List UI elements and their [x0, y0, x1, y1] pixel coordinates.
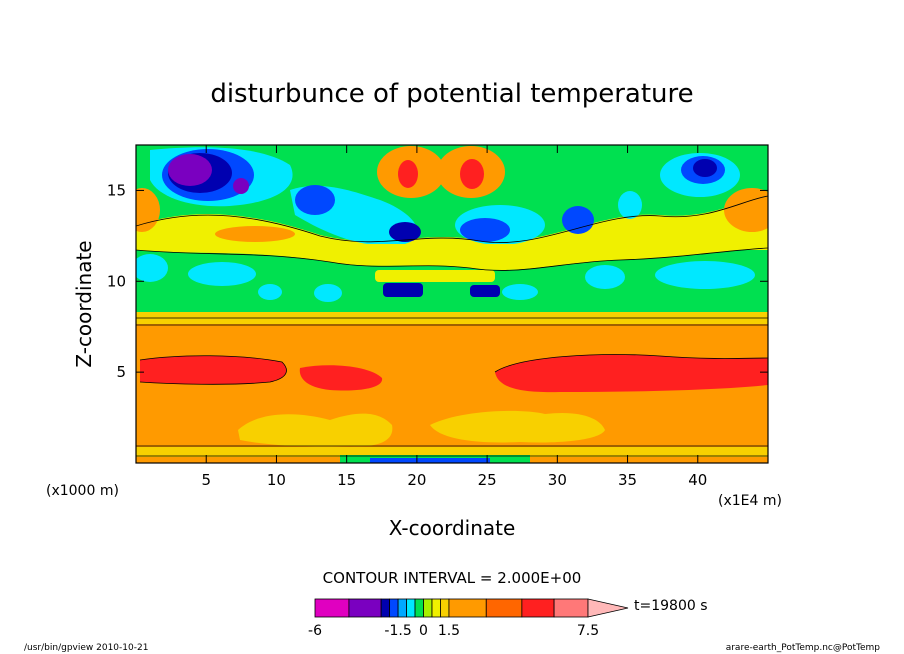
x-tick-label: 20 — [407, 471, 426, 489]
upper-right-blue-b — [562, 206, 594, 234]
time-label: t=19800 s — [634, 598, 708, 614]
colorbar-swatch — [389, 598, 399, 618]
upper-left-purple-core — [168, 154, 212, 186]
footer-right: arare-earth_PotTemp.nc@PotTemp — [726, 643, 881, 653]
colorbar-swatch — [431, 598, 441, 618]
colorbar-swatch — [348, 598, 382, 618]
z-scale-note: (x1000 m) — [46, 483, 119, 499]
x-tick-label: 25 — [478, 471, 497, 489]
transition-cyan-b — [188, 262, 256, 286]
x-tick-label: 15 — [337, 471, 356, 489]
upper-middle-blue-cell — [295, 185, 335, 215]
upper-yellow-band — [136, 195, 768, 260]
transition-cyan-c — [258, 284, 282, 300]
colorbar-tick-label: 0 — [419, 623, 428, 639]
upper-left-purple-core-b — [233, 178, 249, 194]
colorbar: -6 -1.5 0 1.5 7.5 — [308, 598, 629, 639]
lower-yellow-wavy-band-right — [430, 410, 605, 443]
y-axis: 5 10 15 — [107, 181, 768, 381]
colorbar-swatch — [440, 598, 450, 618]
colorbar-swatch — [397, 598, 407, 618]
upper-middle-darkblue-cell — [389, 222, 421, 242]
transition-cyan-e — [585, 265, 625, 289]
lower-red-band-right — [495, 354, 768, 393]
x-tick-label: 35 — [618, 471, 637, 489]
footer-left: /usr/bin/gpview 2010-10-21 — [24, 643, 148, 653]
plot-frame — [135, 144, 769, 464]
upper-red-core-a — [398, 160, 418, 188]
transition-cyan-f — [655, 261, 755, 289]
colorbar-swatch — [553, 598, 589, 618]
upper-red-core-b — [460, 159, 484, 189]
colorbar-swatch — [406, 598, 416, 618]
lower-red-band-middle — [299, 365, 383, 391]
transition-cyan-g — [502, 284, 538, 300]
colorbar-swatch — [448, 598, 487, 618]
colorbar-swatch — [521, 598, 555, 618]
colorbar-swatch — [485, 598, 523, 618]
x-tick-label: 10 — [267, 471, 286, 489]
tropopause-dark-cells-b — [470, 285, 500, 297]
upper-right-darkblue-c — [693, 159, 717, 177]
colorbar-tick-label: -6 — [308, 623, 322, 639]
colorbar-tick-label: 7.5 — [577, 623, 599, 639]
x-axis: 5 10 15 20 25 30 35 40 — [201, 145, 707, 489]
colorbar-swatch — [414, 598, 424, 618]
colorbar-overflow-triangle — [587, 598, 629, 618]
x-axis-label: X-coordinate — [389, 516, 516, 540]
lower-red-band-left — [140, 355, 287, 385]
y-axis-label: Z-coordinate — [72, 240, 96, 367]
colorbar-tick-label: 1.5 — [438, 623, 460, 639]
y-tick-label: 10 — [107, 272, 126, 290]
chart-title: disturbunce of potential temperature — [210, 79, 693, 109]
colorbar-swatch — [380, 598, 391, 618]
y-tick-label: 15 — [107, 181, 126, 199]
left-orange-core — [136, 188, 160, 232]
x-tick-label: 30 — [548, 471, 567, 489]
lower-yellow-wavy-band — [238, 413, 393, 447]
mid-orange-patch — [215, 226, 295, 242]
contour-interval-text: CONTOUR INTERVAL = 2.000E+00 — [323, 569, 582, 587]
y-tick-label: 5 — [116, 363, 126, 381]
near-surface-blue-band — [370, 458, 490, 463]
x-tick-label: 40 — [688, 471, 707, 489]
upper-right-blue-a — [460, 218, 510, 242]
near-surface-yellow-band — [136, 447, 768, 457]
transition-cyan-d — [314, 284, 342, 302]
right-orange-core — [724, 188, 768, 232]
contour-lines — [136, 195, 768, 457]
tropopause-yellow-cell — [375, 270, 495, 282]
plot-area — [136, 145, 768, 463]
colorbar-tick-label: -1.5 — [384, 623, 411, 639]
x-tick-label: 5 — [201, 471, 211, 489]
x-scale-note: (x1E4 m) — [718, 493, 782, 509]
colorbar-swatch — [423, 598, 433, 618]
transition-yellow-wave — [136, 244, 768, 271]
transition-cyan-a — [136, 254, 168, 282]
colorbar-swatch — [314, 598, 350, 618]
upper-right-cyan-b — [618, 191, 642, 219]
tropopause-dark-cells-a — [383, 283, 423, 297]
